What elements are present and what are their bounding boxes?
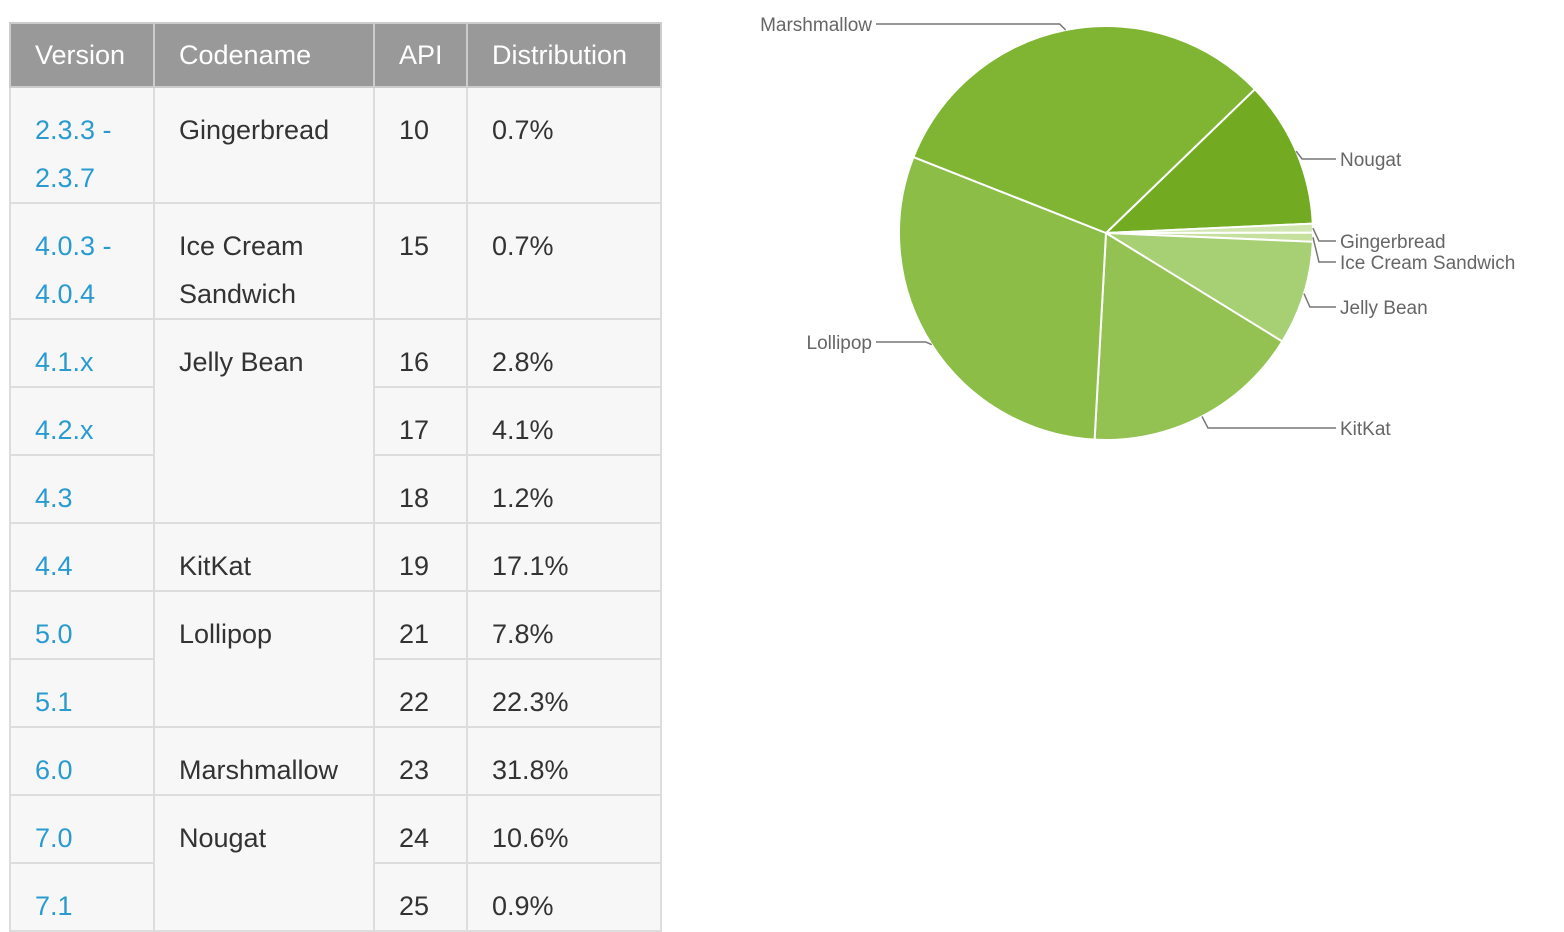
codename-cell: Lollipop [153,590,375,728]
table-row: 4.0.3 -4.0.4 Ice Cream Sandwich 15 0.7% [9,202,662,320]
version-link[interactable]: 2.3.3 -2.3.7 [9,86,155,204]
api-cell: 24 [373,794,468,864]
api-cell: 16 [373,318,468,388]
table-header-row: Version Codename API Distribution [9,22,662,88]
pie-slice-marshmallow [912,25,1257,235]
pie-label-gingerbread: Gingerbread [1340,232,1446,253]
pie-label-kitkat: KitKat [1340,419,1391,440]
api-cell: 25 [373,862,468,932]
distribution-table: Version Codename API Distribution 2.3.3 … [9,22,662,932]
version-link[interactable]: 4.3 [9,454,155,524]
codename-cell: KitKat [153,522,375,592]
version-link[interactable]: 4.0.3 -4.0.4 [9,202,155,320]
codename-cell: Gingerbread [153,86,375,204]
version-link[interactable]: 7.0 [9,794,155,864]
version-link[interactable]: 4.4 [9,522,155,592]
version-link[interactable]: 6.0 [9,726,155,796]
pie-label-marshmallow: Marshmallow [760,15,872,36]
leader-line-marshmallow [876,23,1067,31]
codename-cell: Jelly Bean [153,318,375,524]
distribution-cell: 22.3% [466,658,662,728]
leader-line-ice-cream-sandwich [1312,237,1336,263]
table-row: 2.3.3 -2.3.7 Gingerbread 10 0.7% [9,86,662,204]
codename-cell: Ice Cream Sandwich [153,202,375,320]
table-row: 6.0 Marshmallow 23 31.8% [9,726,662,796]
leader-line-kitkat [1201,416,1336,429]
distribution-cell: 31.8% [466,726,662,796]
distribution-cell: 0.9% [466,862,662,932]
table-row: 4.3 18 1.2% [9,454,662,524]
table-row: 4.1.x Jelly Bean 16 2.8% [9,318,662,524]
header-api: API [373,22,468,88]
pie-slices [898,25,1315,441]
pie-leader-lines [876,23,1336,429]
table-row: 5.1 22 22.3% [9,658,662,728]
header-version: Version [9,22,155,88]
table-body: 2.3.3 -2.3.7 Gingerbread 10 0.7% 4.0.3 -4.0.… [9,86,662,932]
distribution-cell: 10.6% [466,794,662,864]
version-link[interactable]: 7.1 [9,862,155,932]
api-cell: 10 [373,86,468,204]
pie-slice-lollipop [898,155,1108,441]
pie-slice-nougat [1103,87,1314,235]
version-link[interactable]: 4.2.x [9,386,155,456]
distribution-cell: 7.8% [466,590,662,660]
api-cell: 17 [373,386,468,456]
codename-cell: Nougat [153,794,375,932]
table-row: 5.0 Lollipop 21 7.8% [9,590,662,728]
pie-label-nougat: Nougat [1340,150,1402,171]
pie-label-jelly-bean: Jelly Bean [1340,298,1428,319]
codename-cell: Marshmallow [153,726,375,796]
leader-line-gingerbread [1312,227,1336,242]
version-link[interactable]: 5.1 [9,658,155,728]
api-cell: 23 [373,726,468,796]
distribution-cell: 0.7% [466,86,662,204]
distribution-cell: 1.2% [466,454,662,524]
pie-label-lollipop: Lollipop [807,333,873,354]
header-distribution: Distribution [466,22,662,88]
distribution-cell: 0.7% [466,202,662,320]
header-codename: Codename [153,22,375,88]
distribution-cell: 4.1% [466,386,662,456]
table-row: 4.2.x 17 4.1% [9,386,662,456]
api-cell: 18 [373,454,468,524]
table-row: 4.4 KitKat 19 17.1% [9,522,662,592]
distribution-cell: 17.1% [466,522,662,592]
api-cell: 22 [373,658,468,728]
pie-slice-jelly-bean [1102,231,1314,343]
table-row: 7.0 Nougat 24 10.6% [9,794,662,932]
leader-line-nougat [1295,150,1336,160]
pie-label-ice-cream-sandwich: Ice Cream Sandwich [1340,253,1515,274]
leader-line-jelly-bean [1303,293,1336,308]
api-cell: 21 [373,590,468,660]
version-link[interactable]: 5.0 [9,590,155,660]
api-cell: 15 [373,202,468,320]
leader-line-lollipop [876,341,933,346]
version-link[interactable]: 4.1.x [9,318,155,388]
distribution-cell: 2.8% [466,318,662,388]
pie-slice-kitkat [1093,231,1284,441]
api-cell: 19 [373,522,468,592]
